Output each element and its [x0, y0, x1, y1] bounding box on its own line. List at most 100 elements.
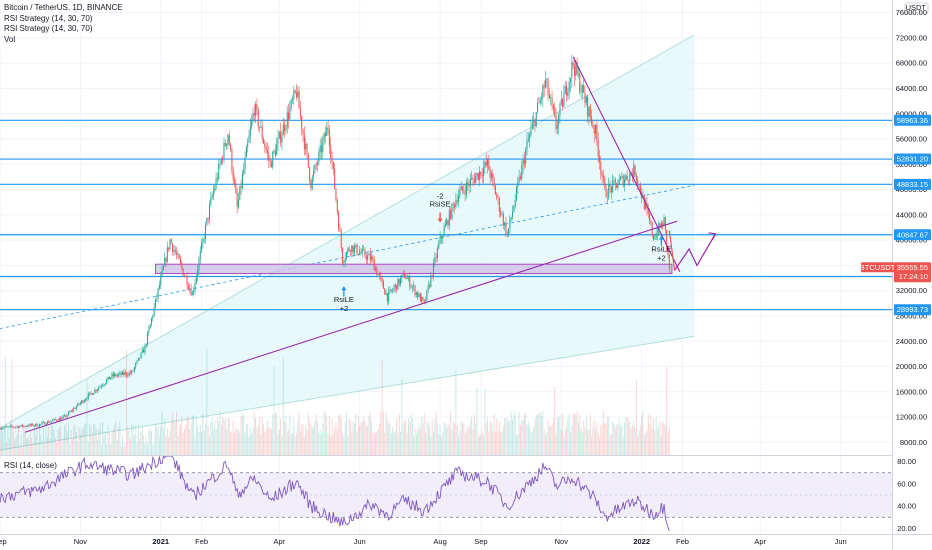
candle-body: [67, 412, 70, 416]
candle-body: [48, 421, 50, 423]
candle-body: [625, 175, 627, 180]
volume-bar: [380, 411, 382, 455]
horizontal-levels: [0, 119, 892, 311]
legend-strategy-1[interactable]: RSI Strategy (14, 30, 70): [4, 13, 93, 23]
candle-body: [248, 135, 250, 143]
volume-bar: [436, 422, 438, 455]
candle-body: [660, 223, 662, 228]
candle-body: [95, 389, 97, 391]
candle-body: [156, 297, 158, 299]
candle-body: [255, 104, 257, 116]
candle-body: [110, 377, 112, 380]
last-price-tag: [894, 262, 931, 283]
volume-bar: [234, 432, 235, 455]
candle-body: [467, 182, 469, 185]
volume-bar: [381, 359, 383, 455]
volume-bar: [48, 426, 50, 455]
candle-body: [504, 222, 506, 226]
volume-bar: [481, 429, 483, 455]
candle-body: [310, 180, 312, 189]
volume-bar: [550, 426, 552, 455]
volume-bar: [657, 429, 658, 455]
volume-bar: [3, 426, 5, 455]
time-tick-label: Jun: [835, 537, 847, 546]
candle-body: [481, 175, 483, 177]
volume-bar: [231, 433, 233, 455]
volume-bar: [116, 440, 118, 455]
volume-bar: [274, 412, 276, 455]
candle-body: [270, 162, 272, 168]
candle-body: [272, 151, 274, 168]
candle-body: [165, 258, 167, 262]
volume-bar: [344, 421, 346, 455]
volume-bar: [127, 426, 129, 455]
candle-body: [193, 290, 195, 293]
candle-body: [330, 145, 332, 159]
candle-body: [259, 126, 261, 128]
volume-bar: [77, 441, 79, 455]
volume-bar: [143, 435, 145, 455]
volume-bar: [639, 425, 641, 455]
volume-bar: [72, 438, 73, 455]
volume-bar: [469, 421, 471, 455]
candle-body: [608, 184, 610, 198]
candle-body: [50, 421, 52, 422]
chart-legend: Bitcoin / TetherUS, 1D, BINANCE RSI Stra…: [4, 3, 123, 45]
legend-strategy-2[interactable]: RSI Strategy (14, 30, 70): [4, 24, 93, 33]
time-tick-label: Feb: [676, 537, 689, 546]
volume-bar: [120, 446, 122, 455]
volume-bar: [94, 423, 96, 455]
volume-bar: [525, 412, 527, 455]
volume-bar: [526, 424, 528, 455]
candle-body: [128, 372, 130, 376]
volume-bar: [218, 421, 220, 455]
candle-body: [2, 428, 4, 429]
candle-body: [492, 173, 494, 179]
rsi-legend[interactable]: RSI (14, close): [4, 461, 57, 470]
candle-body: [318, 151, 320, 163]
volume-bar: [156, 427, 158, 455]
candle-body: [359, 251, 361, 255]
candle-body: [426, 289, 428, 301]
candle-body: [294, 90, 296, 93]
candle-body: [301, 115, 303, 130]
volume-bar: [601, 424, 603, 455]
price-tick-label: 56000.00: [896, 135, 927, 144]
candle-body: [60, 417, 62, 420]
volume-bar: [367, 426, 369, 455]
volume-bar: [132, 426, 134, 455]
candle-body: [86, 398, 88, 400]
volume-bar: [12, 430, 14, 455]
legend-symbol-title[interactable]: Bitcoin / TetherUS, 1D, BINANCE: [4, 3, 123, 12]
volume-bar: [264, 431, 266, 455]
volume-bar: [564, 430, 566, 455]
volume-bar: [655, 417, 657, 455]
volume-bar: [73, 425, 75, 455]
volume-bar: [195, 416, 197, 455]
candle-body: [44, 422, 46, 425]
candle-body: [519, 176, 521, 179]
volume-bar: [518, 411, 520, 455]
volume-bar: [409, 421, 411, 455]
candle-body: [118, 374, 120, 376]
legend-volume[interactable]: Vol: [4, 34, 16, 44]
candle-body: [372, 256, 374, 260]
time-axis[interactable]: Sep Nov 2021 Feb Apr Jun Aug Sep Nov 2022 Feb Apr Ju…: [0, 537, 847, 546]
volume-bar: [148, 430, 150, 455]
candle-body: [591, 117, 593, 124]
candle-body: [234, 180, 236, 184]
candle-body: [500, 211, 502, 215]
volume-bar: [289, 414, 291, 455]
candle-body: [422, 297, 424, 300]
symbol-tag-text: BTCUSDT: [860, 263, 896, 272]
volume-bar: [438, 434, 440, 455]
volume-bar: [459, 430, 461, 455]
volume-bar: [338, 414, 340, 455]
candle-body: [15, 426, 17, 428]
candle-body: [13, 427, 16, 428]
volume-bar: [352, 421, 354, 455]
volume-bar: [348, 419, 350, 455]
candle-body: [54, 418, 56, 420]
candle-body: [393, 287, 395, 291]
